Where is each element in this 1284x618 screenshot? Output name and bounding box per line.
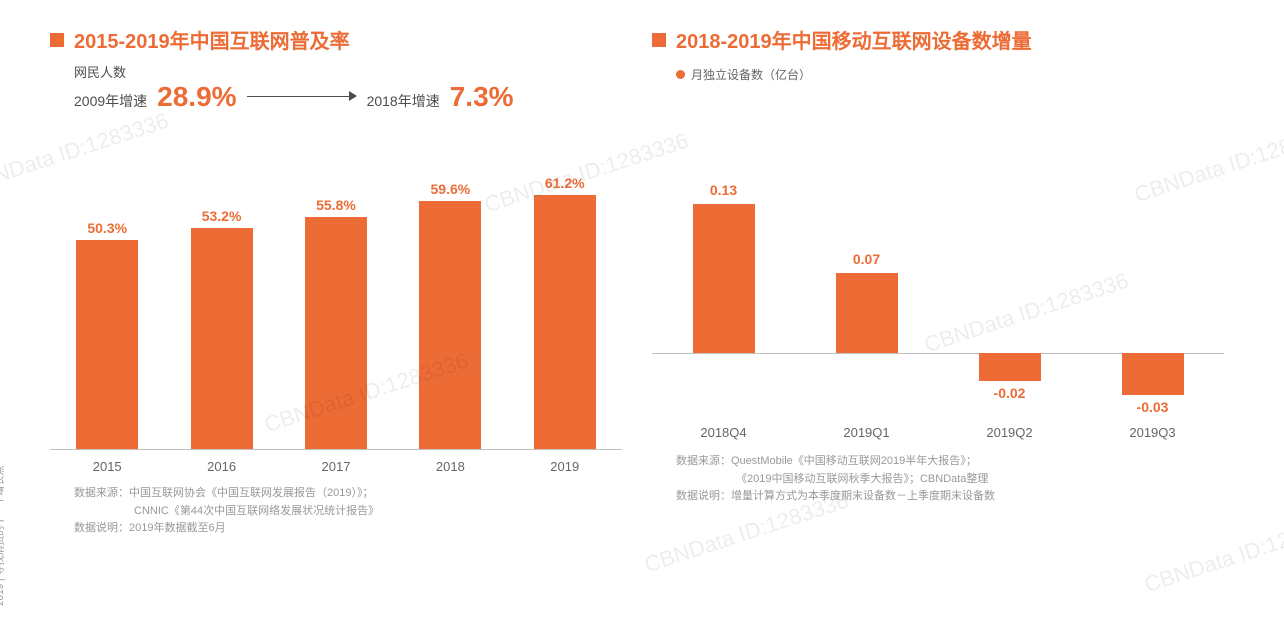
footnote-line: 数据说明：增量计算方式为本季度期末设备数－上季度期末设备数 (676, 488, 1224, 506)
x-axis-label: 2019Q1 (843, 425, 889, 440)
bar (191, 228, 253, 449)
bar-value-label: 55.8% (316, 197, 356, 213)
bar-group: 55.8% (305, 197, 367, 449)
bar (534, 195, 596, 449)
bar-value-label: 0.13 (710, 182, 737, 198)
title-bullet-icon (652, 33, 666, 47)
left-sub-label: 网民人数 (74, 62, 622, 81)
footnote-line: 《2019中国移动互联网秋季大报告》；CBNData整理 (676, 471, 1224, 489)
left-subheader: 网民人数 2009年增速 28.9% 2018年增速 7.3% (50, 62, 622, 113)
right-legend: 月独立设备数（亿台） (652, 66, 1224, 83)
x-axis-label: 2019Q3 (1129, 425, 1175, 440)
footnote-line: 数据来源：中国互联网协会《中国互联网发展报告（2019）》； (74, 485, 622, 503)
growth-b-pct: 7.3% (450, 81, 514, 113)
x-axis (50, 449, 622, 450)
bar-group: 53.2% (191, 208, 253, 449)
left-title-text: 2015-2019年中国互联网普及率 (74, 25, 350, 54)
right-title-text: 2018-2019年中国移动互联网设备数增量 (676, 25, 1032, 54)
footnote-line: 数据说明：2019年数据截至6月 (74, 520, 622, 538)
x-axis-label: 2015 (93, 459, 122, 474)
x-axis-labels: 2018Q4 2019Q1 2019Q2 2019Q3 (652, 425, 1224, 440)
legend-dot-icon (676, 70, 685, 79)
x-axis-label: 2017 (322, 459, 351, 474)
right-panel: 2018-2019年中国移动互联网设备数增量 月独立设备数（亿台） 0.130.… (652, 25, 1254, 608)
bar (76, 240, 138, 449)
growth-row: 2009年增速 28.9% 2018年增速 7.3% (74, 81, 622, 113)
bar-value-label: 0.07 (853, 251, 880, 267)
bar-group: 59.6% (419, 181, 481, 449)
right-legend-label: 月独立设备数（亿台） (691, 66, 811, 83)
bar-value-label: 50.3% (87, 220, 127, 236)
bar-value-label: -0.03 (1137, 399, 1169, 415)
title-bullet-icon (50, 33, 64, 47)
bar (693, 204, 755, 354)
x-axis-label: 2018 (436, 459, 465, 474)
bar-value-label: 53.2% (202, 208, 242, 224)
right-chart-area: 0.13 0.07 -0.02 -0.03 2018Q4 2019Q1 2019Q2 2019… (652, 93, 1224, 608)
left-footnotes: 数据来源：中国互联网协会《中国互联网发展报告（2019）》；CNNIC《第44次… (50, 485, 622, 538)
x-axis-label: 2019 (550, 459, 579, 474)
bar-group: 61.2% (534, 175, 596, 449)
side-page-label: 2019 | 寻找消费的下一个增长点 (0, 466, 6, 606)
x-axis-label: 2018Q4 (700, 425, 746, 440)
growth-b-label: 2018年增速 (367, 91, 440, 111)
bar-value-label: -0.02 (994, 385, 1026, 401)
left-panel: 2015-2019年中国互联网普及率 网民人数 2009年增速 28.9% 20… (50, 25, 652, 608)
bar (305, 217, 367, 449)
left-chart-area: 50.3%53.2%55.8%59.6%61.2%201520162017201… (50, 129, 622, 608)
bar-value-label: 59.6% (431, 181, 471, 197)
bar-group: 50.3% (76, 220, 138, 449)
x-axis-labels: 2015 2016 2017 2018 2019 (50, 459, 622, 474)
bar (836, 273, 898, 354)
left-chart-title: 2015-2019年中国互联网普及率 (50, 25, 622, 54)
bar (419, 201, 481, 449)
x-axis-label: 2016 (207, 459, 236, 474)
footnote-line: CNNIC《第44次中国互联网络发展状况统计报告》 (74, 503, 622, 521)
panels-container: 2015-2019年中国互联网普及率 网民人数 2009年增速 28.9% 20… (0, 0, 1284, 618)
right-footnotes: 数据来源：QuestMobile《中国移动互联网2019半年大报告》；《2019… (652, 453, 1224, 506)
bar (979, 353, 1041, 381)
arrow-icon (247, 92, 357, 102)
bar-value-label: 61.2% (545, 175, 585, 191)
bars-row: 50.3%53.2%55.8%59.6%61.2% (50, 179, 622, 449)
right-chart-title: 2018-2019年中国移动互联网设备数增量 (652, 25, 1224, 54)
x-axis-label: 2019Q2 (986, 425, 1032, 440)
growth-a-label: 2009年增速 (74, 91, 147, 111)
growth-a-pct: 28.9% (157, 81, 236, 113)
bar (1122, 353, 1184, 395)
footnote-line: 数据来源：QuestMobile《中国移动互联网2019半年大报告》； (676, 453, 1224, 471)
